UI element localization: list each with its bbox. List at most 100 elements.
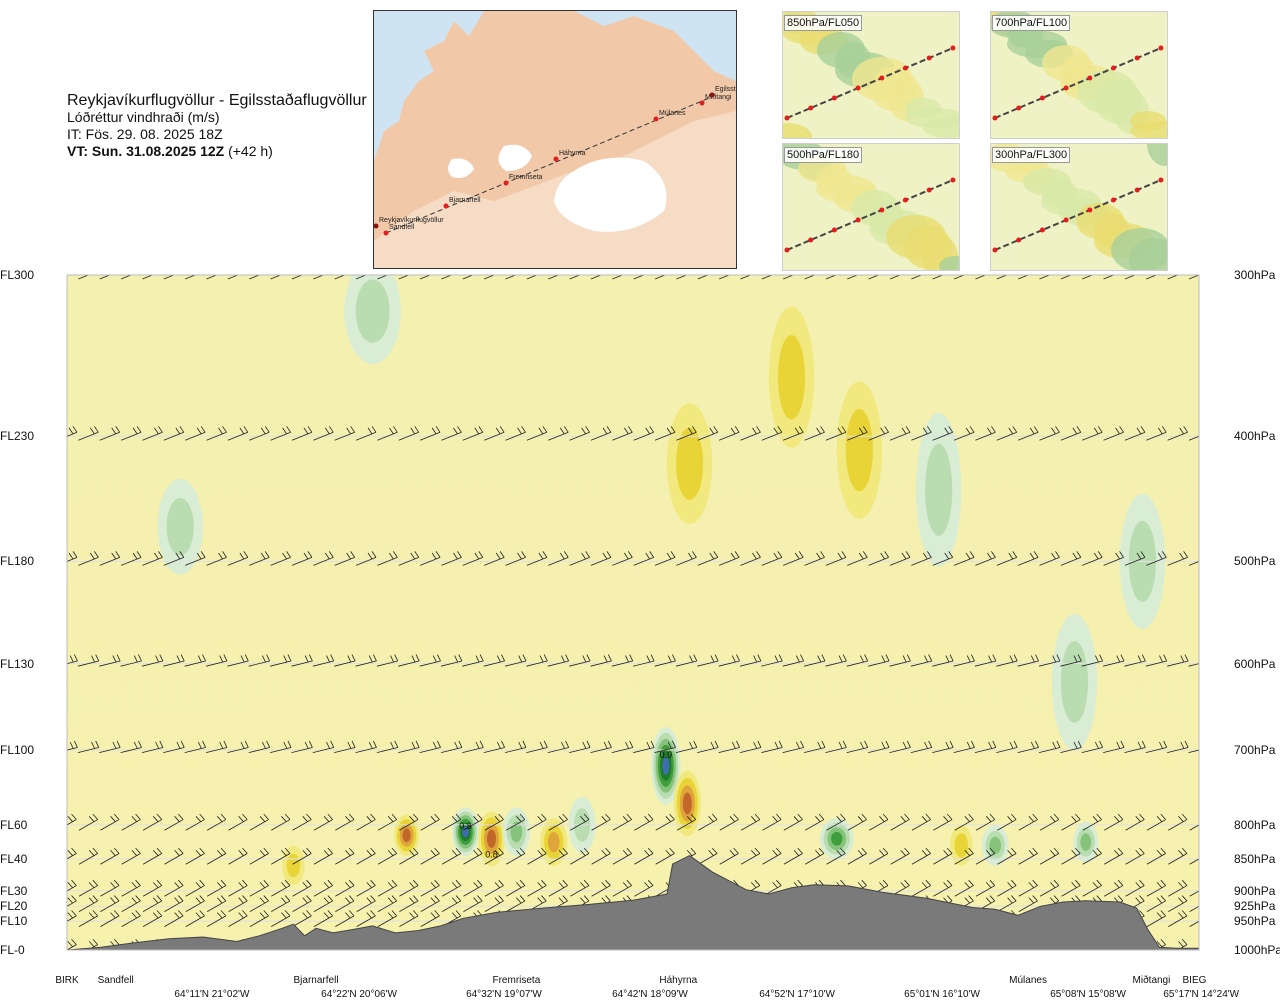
wind-barb [783,275,795,280]
barb-flag [629,740,634,748]
thumbnail-1[interactable]: 700hPa/FL100 [990,11,1168,139]
barb-flag [946,847,953,854]
barb-shaft [526,431,548,441]
wind-barb [270,426,291,441]
barb-flag [453,552,458,560]
map-point-label: Háhyrna [559,150,586,157]
barb-flag [884,551,889,558]
barb-flag [158,265,162,271]
barb-flag [1119,426,1124,433]
barb-shaft [142,557,163,566]
barb-flag [453,267,457,273]
barb-flag [239,427,245,435]
thumbnail-route-point [1063,217,1069,223]
barb-flag [1178,816,1184,822]
thumbnail-3[interactable]: 300hPa/FL300 [990,143,1168,271]
wind-barb [271,895,291,912]
barb-flag [559,427,565,435]
barb-shaft [548,275,560,280]
wind-barb [953,740,975,753]
barb-flag [220,879,227,886]
barb-flag [1201,428,1205,434]
barb-flag [1157,552,1163,560]
barb-flag [542,426,548,433]
barb-flag [884,426,889,433]
thumbnail-route-line [786,179,954,251]
barb-flag [242,879,248,886]
barb-flag [1137,267,1141,273]
wind-barb [355,275,368,280]
barb-flag [158,551,163,558]
wind-barb [803,654,826,667]
barb-flag [91,655,95,663]
barb-flag [1141,265,1145,271]
wind-barb [67,654,78,667]
wind-barb [954,813,974,831]
barb-flag [1028,882,1035,888]
barb-shaft [633,660,655,667]
wind-barb [399,813,419,831]
barb-flag [88,941,95,948]
wind-barb [441,879,462,897]
wind-barb [292,847,312,865]
wind-barb [1038,740,1061,753]
barb-flag [1120,740,1125,748]
barb-flag [772,850,778,856]
wind-barb [1039,847,1060,865]
barb-flag [202,654,206,662]
barb-shaft [141,660,163,667]
barb-shaft [697,747,719,753]
barb-flag [1073,267,1077,273]
barb-flag [283,741,288,749]
thumbnail-0[interactable]: 850hPa/FL050 [782,11,960,139]
barb-shaft [99,557,120,566]
barb-flag [606,426,612,433]
barb-flag [154,552,159,560]
title-block: Reykjavíkurflugvöllur - Egilsstaðaflugvö… [67,92,367,160]
barb-flag [302,850,308,856]
barb-flag [217,850,223,856]
wind-barb [463,847,483,865]
barb-shaft [228,819,248,831]
barb-flag [473,897,479,904]
wind-barb [655,847,675,865]
barb-shaft [675,660,697,667]
barb-flag [94,265,98,271]
barb-flag [752,427,757,435]
pressure-level-label: 700hPa [1234,743,1276,758]
barb-shaft [1103,557,1124,566]
wind-barb [1104,847,1124,865]
barb-flag [111,427,117,435]
barb-flag [71,879,77,886]
barb-flag [345,816,351,822]
barb-flag [281,912,287,919]
barb-flag [750,816,757,822]
wind-barb [526,551,548,566]
barb-flag [327,879,333,886]
thumbnail-2[interactable]: 500hPa/FL180 [782,143,960,271]
barb-shaft [67,944,77,950]
wind-barb [142,426,163,441]
barb-shaft [67,885,77,897]
wind-barb [655,813,675,831]
barb-flag [1161,426,1167,433]
barb-shaft [527,819,547,831]
wind-barb [505,426,526,441]
barb-flag [965,552,971,560]
wind-barb [100,895,120,912]
barb-flag [494,897,501,904]
barb-flag [174,897,180,904]
barb-shaft [441,900,461,912]
barb-shaft [570,819,590,831]
barb-flag [1050,850,1056,856]
barb-shaft [484,431,505,441]
barb-flag [1011,813,1017,820]
barb-flag [1032,813,1038,820]
station-label: Bjarnarfell [293,975,339,986]
barb-flag [1201,656,1206,662]
barb-flag [430,850,437,856]
thumbnail-label: 300hPa/FL300 [992,147,1071,163]
barb-flag [131,816,137,822]
barb-flag [155,741,160,749]
barb-flag [73,265,77,271]
